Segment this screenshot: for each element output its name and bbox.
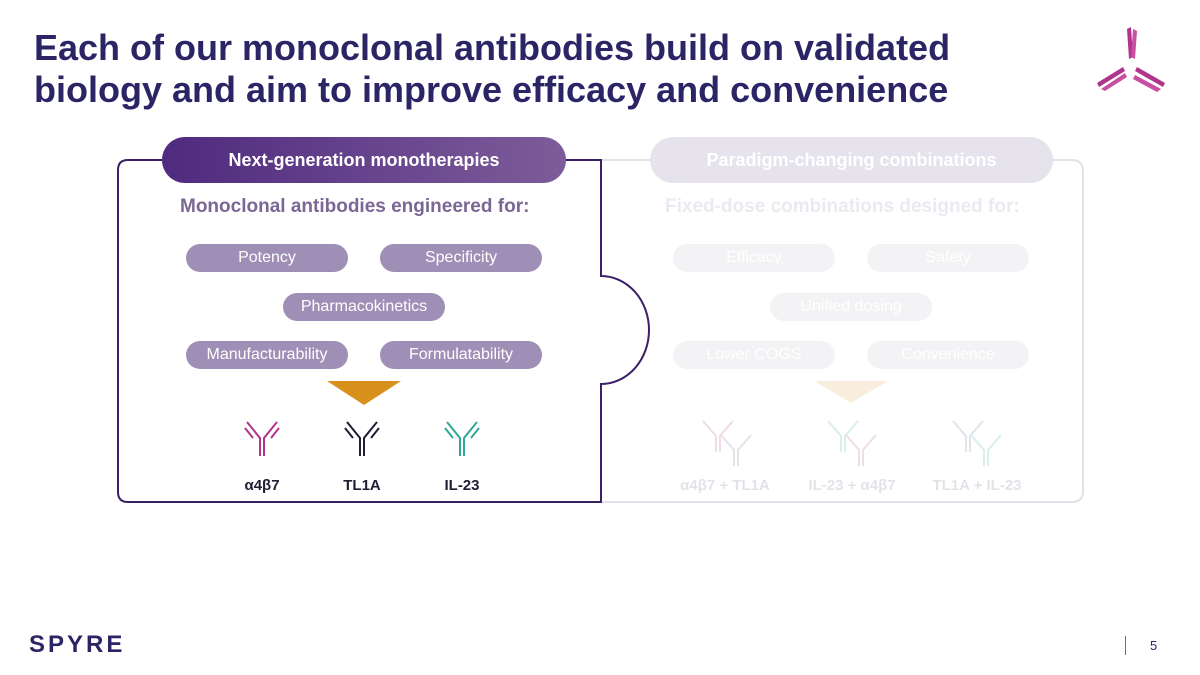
left-subheading: Monoclonal antibodies engineered for:	[180, 196, 530, 217]
antibody-navy-icon	[344, 421, 380, 456]
slide-title-line-2: biology and aim to improve efficacy and …	[34, 69, 949, 110]
pill-lower-cogs: Lower COGS	[673, 341, 835, 369]
antibody-label-a4b7: α4β7	[244, 477, 280, 494]
combination-label-il23-a4b7: IL-23 + α4β7	[808, 477, 896, 494]
pill-safety: Safety	[867, 244, 1029, 272]
pill-pharmacokinetics: Pharmacokinetics	[283, 293, 445, 321]
antibody-magenta-icon	[244, 421, 280, 456]
spyre-logo-mark-icon	[1097, 27, 1165, 92]
brand-logo: SPYRE	[29, 631, 126, 658]
footer-divider	[1125, 636, 1126, 655]
combination-label-tl1a-il23: TL1A + IL-23	[932, 477, 1022, 494]
antibody-pair-il23-a4b7-icon	[827, 420, 877, 466]
down-arrow-faded-icon	[814, 381, 888, 403]
antibody-label-il23: IL-23	[444, 477, 480, 494]
tab-next-generation-monotherapies[interactable]: Next-generation monotherapies	[162, 137, 566, 183]
pill-formulatability: Formulatability	[380, 341, 542, 369]
pill-manufacturability: Manufacturability	[186, 341, 348, 369]
pill-efficacy: Efficacy	[673, 244, 835, 272]
combination-label-a4b7-tl1a: α4β7 + TL1A	[680, 477, 770, 494]
right-subheading: Fixed-dose combinations designed for:	[665, 196, 1020, 217]
slide-title-line-1: Each of our monoclonal antibodies build …	[34, 27, 951, 68]
tab-paradigm-changing-combinations[interactable]: Paradigm-changing combinations	[650, 137, 1053, 183]
antibody-pair-tl1a-il23-icon	[952, 420, 1002, 466]
pill-specificity: Specificity	[380, 244, 542, 272]
antibody-pair-a4b7-tl1a-icon	[702, 420, 752, 466]
antibody-label-tl1a: TL1A	[343, 477, 381, 494]
antibody-teal-icon	[444, 421, 480, 456]
pill-potency: Potency	[186, 244, 348, 272]
tab-right-label: Paradigm-changing combinations	[706, 149, 997, 170]
slide-title: Each of our monoclonal antibodies build …	[34, 27, 1034, 111]
tab-left-label: Next-generation monotherapies	[228, 149, 500, 170]
pill-unified-dosing: Unified dosing	[770, 293, 932, 321]
pill-convenience: Convenience	[867, 341, 1029, 369]
page-number: 5	[1150, 638, 1158, 653]
down-arrow-icon	[327, 381, 401, 405]
